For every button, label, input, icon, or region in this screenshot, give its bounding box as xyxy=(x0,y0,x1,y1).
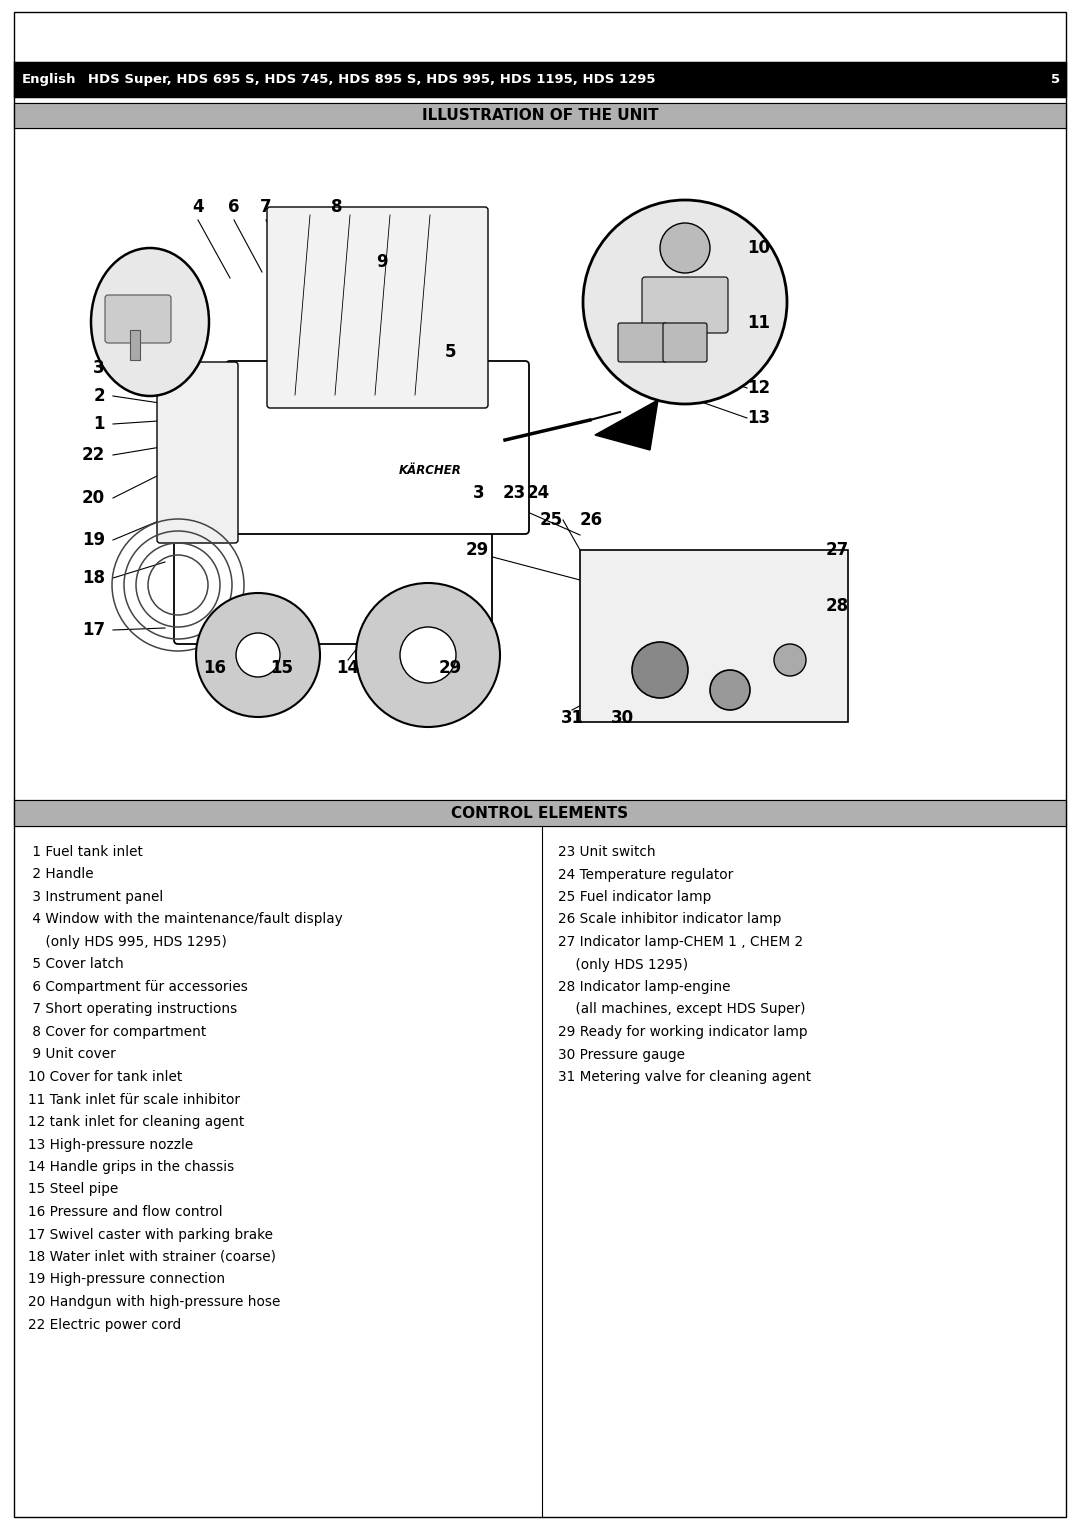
Text: 2: 2 xyxy=(93,387,105,405)
Circle shape xyxy=(195,593,320,717)
Text: 18 Water inlet with strainer (coarse): 18 Water inlet with strainer (coarse) xyxy=(28,1251,276,1264)
FancyBboxPatch shape xyxy=(226,361,529,534)
FancyBboxPatch shape xyxy=(642,277,728,333)
Text: 7: 7 xyxy=(260,197,272,216)
Polygon shape xyxy=(595,401,658,450)
Text: 29: 29 xyxy=(438,659,461,677)
Bar xyxy=(14,63,1066,96)
Text: 26 Scale inhibitor indicator lamp: 26 Scale inhibitor indicator lamp xyxy=(558,913,781,927)
Circle shape xyxy=(583,200,787,404)
FancyBboxPatch shape xyxy=(663,323,707,362)
Text: 6: 6 xyxy=(228,197,240,216)
Text: 8 Cover for compartment: 8 Cover for compartment xyxy=(28,1024,206,1040)
Text: 27 Indicator lamp-CHEM 1 , CHEM 2: 27 Indicator lamp-CHEM 1 , CHEM 2 xyxy=(558,936,804,950)
Text: 17 Swivel caster with parking brake: 17 Swivel caster with parking brake xyxy=(28,1228,273,1242)
Text: 28: 28 xyxy=(826,596,849,615)
Text: 16 Pressure and flow control: 16 Pressure and flow control xyxy=(28,1205,222,1219)
Text: 13: 13 xyxy=(747,408,770,427)
Circle shape xyxy=(774,644,806,676)
Text: 22: 22 xyxy=(82,446,105,463)
Bar xyxy=(580,550,848,722)
Text: 10: 10 xyxy=(747,239,770,257)
Text: 11 Tank inlet für scale inhibitor: 11 Tank inlet für scale inhibitor xyxy=(28,1093,240,1107)
Text: 8: 8 xyxy=(332,197,342,216)
Text: 23 Unit switch: 23 Unit switch xyxy=(558,846,656,859)
FancyBboxPatch shape xyxy=(105,295,171,342)
Text: 12 tank inlet for cleaning agent: 12 tank inlet for cleaning agent xyxy=(28,1115,244,1128)
Text: 25: 25 xyxy=(540,511,563,529)
Text: 5 Cover latch: 5 Cover latch xyxy=(28,957,124,971)
FancyBboxPatch shape xyxy=(618,323,667,362)
FancyBboxPatch shape xyxy=(157,362,238,543)
Text: 3 Instrument panel: 3 Instrument panel xyxy=(28,890,163,904)
Text: 13 High-pressure nozzle: 13 High-pressure nozzle xyxy=(28,1138,193,1151)
Text: 6 Compartment für accessories: 6 Compartment für accessories xyxy=(28,980,248,994)
FancyBboxPatch shape xyxy=(267,206,488,408)
Text: 26: 26 xyxy=(580,511,603,529)
Text: 10 Cover for tank inlet: 10 Cover for tank inlet xyxy=(28,1070,183,1084)
Text: 19 High-pressure connection: 19 High-pressure connection xyxy=(28,1272,225,1286)
Text: 9: 9 xyxy=(376,252,388,271)
Bar xyxy=(14,130,1066,775)
Circle shape xyxy=(632,642,688,699)
Circle shape xyxy=(710,670,750,709)
Text: 18: 18 xyxy=(82,569,105,587)
Text: 11: 11 xyxy=(747,313,770,332)
Text: English: English xyxy=(22,73,77,86)
Text: 22 Electric power cord: 22 Electric power cord xyxy=(28,1318,181,1332)
Text: 28 Indicator lamp-engine: 28 Indicator lamp-engine xyxy=(558,980,730,994)
Text: 5: 5 xyxy=(445,342,456,361)
Text: 24: 24 xyxy=(527,485,550,502)
Circle shape xyxy=(356,583,500,726)
Text: 15: 15 xyxy=(270,659,294,677)
Text: 27: 27 xyxy=(826,541,849,560)
Text: 17: 17 xyxy=(82,621,105,639)
Text: 1 Fuel tank inlet: 1 Fuel tank inlet xyxy=(28,846,143,859)
Text: KÄRCHER: KÄRCHER xyxy=(399,463,461,477)
Text: 5: 5 xyxy=(1051,73,1059,86)
Text: CONTROL ELEMENTS: CONTROL ELEMENTS xyxy=(451,806,629,821)
Text: 19: 19 xyxy=(82,531,105,549)
Text: 9 Unit cover: 9 Unit cover xyxy=(28,1047,116,1061)
Text: 12: 12 xyxy=(747,379,770,398)
Circle shape xyxy=(400,627,456,683)
Text: 14 Handle grips in the chassis: 14 Handle grips in the chassis xyxy=(28,1161,234,1174)
Text: 24 Temperature regulator: 24 Temperature regulator xyxy=(558,867,733,882)
Text: HDS Super, HDS 695 S, HDS 745, HDS 895 S, HDS 995, HDS 1195, HDS 1295: HDS Super, HDS 695 S, HDS 745, HDS 895 S… xyxy=(75,73,656,86)
Text: 30 Pressure gauge: 30 Pressure gauge xyxy=(558,1047,685,1061)
Circle shape xyxy=(237,633,280,677)
Circle shape xyxy=(660,223,710,274)
Text: 14: 14 xyxy=(337,659,360,677)
Text: 3: 3 xyxy=(93,359,105,378)
Text: 4: 4 xyxy=(192,197,204,216)
Text: 29 Ready for working indicator lamp: 29 Ready for working indicator lamp xyxy=(558,1024,808,1040)
Bar xyxy=(14,800,1066,826)
Bar xyxy=(14,102,1066,128)
Text: (only HDS 1295): (only HDS 1295) xyxy=(558,957,688,971)
Bar xyxy=(130,330,140,359)
Text: 20: 20 xyxy=(82,489,105,508)
Ellipse shape xyxy=(91,248,210,396)
Text: 23: 23 xyxy=(503,485,526,502)
Text: (all machines, except HDS Super): (all machines, except HDS Super) xyxy=(558,1003,806,1017)
Text: 2 Handle: 2 Handle xyxy=(28,867,94,882)
Text: ILLUSTRATION OF THE UNIT: ILLUSTRATION OF THE UNIT xyxy=(422,109,658,122)
Text: 30: 30 xyxy=(610,709,634,726)
Text: 16: 16 xyxy=(203,659,227,677)
Text: 20 Handgun with high-pressure hose: 20 Handgun with high-pressure hose xyxy=(28,1295,281,1309)
Text: 3: 3 xyxy=(472,485,484,502)
Text: 1: 1 xyxy=(94,414,105,433)
Text: 31 Metering valve for cleaning agent: 31 Metering valve for cleaning agent xyxy=(558,1070,811,1084)
Text: (only HDS 995, HDS 1295): (only HDS 995, HDS 1295) xyxy=(28,936,227,950)
Text: 4 Window with the maintenance/fault display: 4 Window with the maintenance/fault disp… xyxy=(28,913,342,927)
FancyBboxPatch shape xyxy=(174,462,492,644)
Text: 7 Short operating instructions: 7 Short operating instructions xyxy=(28,1003,238,1017)
Text: 31: 31 xyxy=(561,709,583,726)
Text: 29: 29 xyxy=(465,541,489,560)
Text: 25 Fuel indicator lamp: 25 Fuel indicator lamp xyxy=(558,890,712,904)
Text: 15 Steel pipe: 15 Steel pipe xyxy=(28,1182,118,1197)
